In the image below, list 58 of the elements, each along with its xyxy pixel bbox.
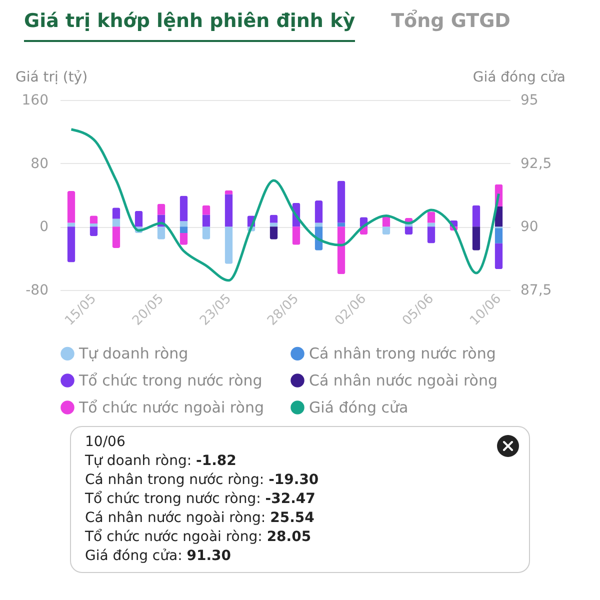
bar: [494, 243, 503, 270]
legend-label: Tổ chức trong nước ròng: [78, 372, 262, 390]
bar: [134, 210, 143, 227]
legend-label: Cá nhân trong nước ròng: [309, 344, 496, 363]
bar: [472, 226, 480, 250]
text: Tự doanh ròng: -1.82: [85, 453, 236, 469]
y-tick-label: 80: [30, 156, 48, 172]
y2-tick-label: 90: [520, 219, 538, 236]
bar: [180, 221, 188, 227]
bar: [180, 226, 188, 233]
y-tick-label: 160: [22, 92, 48, 108]
bar: [67, 191, 76, 223]
bar: [224, 194, 233, 227]
bar: [382, 226, 390, 235]
bar: [224, 226, 233, 264]
text: Tổ chức trong nước ròng: -32.47: [85, 491, 316, 507]
text: Cá nhân nước ngoài ròng: 25.54: [85, 510, 314, 526]
y2-axis-title: Giá đóng cửa: [472, 70, 566, 86]
bar: [314, 200, 323, 223]
bar: [157, 204, 166, 215]
legend-label: Cá nhân nước ngoài ròng: [309, 372, 498, 390]
bar: [404, 226, 413, 235]
bar: [90, 226, 98, 236]
y-axis-title: Giá trị (tỷ): [16, 70, 88, 86]
bar: [270, 226, 278, 240]
bar: [270, 222, 278, 227]
bar: [202, 226, 210, 240]
bar: [337, 222, 346, 227]
legend-label: Giá đóng cửa: [309, 398, 408, 416]
y2-tick-label: 92,5: [520, 156, 552, 172]
text: Giá đóng cửa: 91.30: [85, 548, 232, 564]
legend-label: Tổ chức nước ngoài ròng: [78, 398, 264, 416]
y2-tick-label: 87,5: [520, 282, 552, 298]
bar: [337, 180, 346, 223]
chart-title: Giá trị khớp lệnh phiên định kỳ: [24, 10, 356, 42]
y-tick-label: 0: [40, 219, 48, 236]
legend-label: Tự doanh ròng: [78, 344, 188, 363]
y2-tick-label: 95: [520, 92, 538, 108]
bar: [67, 226, 76, 262]
bar: [157, 226, 166, 240]
bar: [292, 226, 300, 245]
line-series: [70, 128, 500, 282]
text: Cá nhân trong nước ròng: -19.30: [85, 472, 319, 488]
bar: [112, 218, 120, 227]
bar: [427, 226, 436, 244]
y-tick-label: -80: [26, 282, 48, 298]
text: Tổ chức nước ngoài ròng: 28.05: [85, 529, 312, 545]
chart-subtitle: Tổng GTGD: [391, 10, 510, 34]
bar: [427, 222, 436, 227]
bar: [494, 228, 503, 244]
bar: [472, 205, 480, 227]
bar: [112, 226, 120, 248]
text: 10/06: [85, 433, 126, 452]
bar: [180, 196, 188, 222]
bar: [67, 222, 76, 227]
bar: [202, 205, 210, 215]
bar: [202, 214, 210, 227]
bar: [314, 222, 323, 227]
